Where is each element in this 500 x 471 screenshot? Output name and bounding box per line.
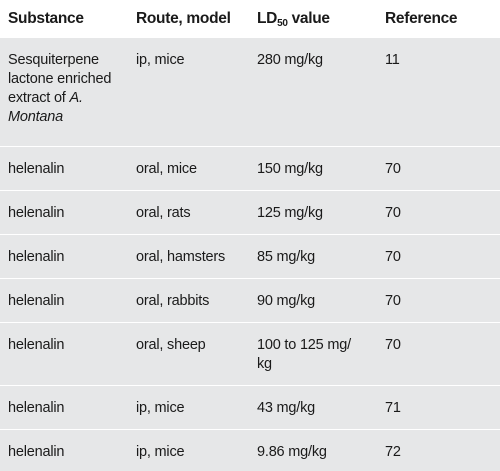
cell-reference: 72: [377, 430, 500, 471]
header-ld50-value: LD50 value: [249, 0, 377, 38]
substance-text: Sesquiterpene lactone enriched extract o…: [8, 52, 111, 106]
cell-ld50-value: 9.86 mg/kg: [249, 430, 377, 471]
cell-route: oral, mice: [128, 147, 249, 191]
cell-reference: 71: [377, 386, 500, 430]
table-row: helenalin oral, sheep 100 to 125 mg/ kg …: [0, 323, 500, 386]
cell-ld50-value: 43 mg/kg: [249, 386, 377, 430]
header-substance: Substance: [0, 0, 128, 38]
table-row: helenalin oral, hamsters 85 mg/kg 70: [0, 235, 500, 279]
header-ld-prefix: LD: [257, 10, 277, 27]
table-row: helenalin oral, mice 150 mg/kg 70: [0, 147, 500, 191]
cell-ld50-value: 150 mg/kg: [249, 147, 377, 191]
cell-ld50-value: 125 mg/kg: [249, 191, 377, 235]
cell-route: ip, mice: [128, 386, 249, 430]
cell-substance: helenalin: [0, 147, 128, 191]
cell-substance: helenalin: [0, 386, 128, 430]
table-row: helenalin ip, mice 9.86 mg/kg 72: [0, 430, 500, 471]
cell-route: ip, mice: [128, 430, 249, 471]
cell-reference: 70: [377, 279, 500, 323]
header-route-model: Route, model: [128, 0, 249, 38]
cell-reference: 70: [377, 235, 500, 279]
cell-route: ip, mice: [128, 38, 249, 147]
cell-route: oral, rats: [128, 191, 249, 235]
cell-ld50-value: 85 mg/kg: [249, 235, 377, 279]
table-row: helenalin oral, rats 125 mg/kg 70: [0, 191, 500, 235]
cell-ld50-value: 100 to 125 mg/ kg: [249, 323, 377, 386]
cell-route: oral, rabbits: [128, 279, 249, 323]
header-ld-subscript: 50: [277, 18, 288, 29]
header-ld-suffix: value: [288, 10, 330, 27]
cell-substance: helenalin: [0, 279, 128, 323]
cell-substance: helenalin: [0, 191, 128, 235]
cell-substance: helenalin: [0, 430, 128, 471]
table-row: helenalin oral, rabbits 90 mg/kg 70: [0, 279, 500, 323]
cell-reference: 11: [377, 38, 500, 147]
table-row: helenalin ip, mice 43 mg/kg 71: [0, 386, 500, 430]
cell-substance: helenalin: [0, 323, 128, 386]
cell-ld50-value: 280 mg/kg: [249, 38, 377, 147]
cell-ld50-value: 90 mg/kg: [249, 279, 377, 323]
table-header-row: Substance Route, model LD50 value Refere…: [0, 0, 500, 38]
cell-route: oral, hamsters: [128, 235, 249, 279]
cell-substance: helenalin: [0, 235, 128, 279]
cell-route: oral, sheep: [128, 323, 249, 386]
cell-substance: Sesquiterpene lactone enriched extract o…: [0, 38, 128, 147]
header-reference: Reference: [377, 0, 500, 38]
cell-reference: 70: [377, 191, 500, 235]
cell-reference: 70: [377, 323, 500, 386]
cell-reference: 70: [377, 147, 500, 191]
table-row: Sesquiterpene lactone enriched extract o…: [0, 38, 500, 147]
